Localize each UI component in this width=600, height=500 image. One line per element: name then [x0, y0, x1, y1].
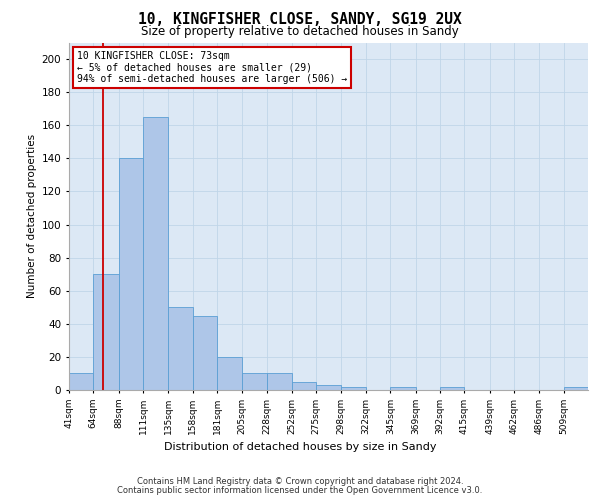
Text: Size of property relative to detached houses in Sandy: Size of property relative to detached ho… [141, 25, 459, 38]
Bar [266, 374, 292, 390]
Bar [316, 385, 341, 390]
Bar [341, 386, 366, 390]
Text: 10, KINGFISHER CLOSE, SANDY, SG19 2UX: 10, KINGFISHER CLOSE, SANDY, SG19 2UX [138, 12, 462, 28]
Text: Contains HM Land Registry data © Crown copyright and database right 2024.: Contains HM Land Registry data © Crown c… [137, 477, 463, 486]
Bar [242, 374, 266, 390]
Bar [169, 308, 193, 390]
Bar [119, 158, 143, 390]
Bar [69, 374, 94, 390]
Bar [143, 117, 169, 390]
Text: Contains public sector information licensed under the Open Government Licence v3: Contains public sector information licen… [118, 486, 482, 495]
Text: Distribution of detached houses by size in Sandy: Distribution of detached houses by size … [164, 442, 436, 452]
Text: 10 KINGFISHER CLOSE: 73sqm
← 5% of detached houses are smaller (29)
94% of semi-: 10 KINGFISHER CLOSE: 73sqm ← 5% of detac… [77, 51, 347, 84]
Bar [391, 386, 416, 390]
Y-axis label: Number of detached properties: Number of detached properties [28, 134, 37, 298]
Bar [440, 386, 464, 390]
Bar [193, 316, 217, 390]
Bar [217, 357, 242, 390]
Bar [563, 386, 588, 390]
Bar [94, 274, 119, 390]
Bar [292, 382, 316, 390]
